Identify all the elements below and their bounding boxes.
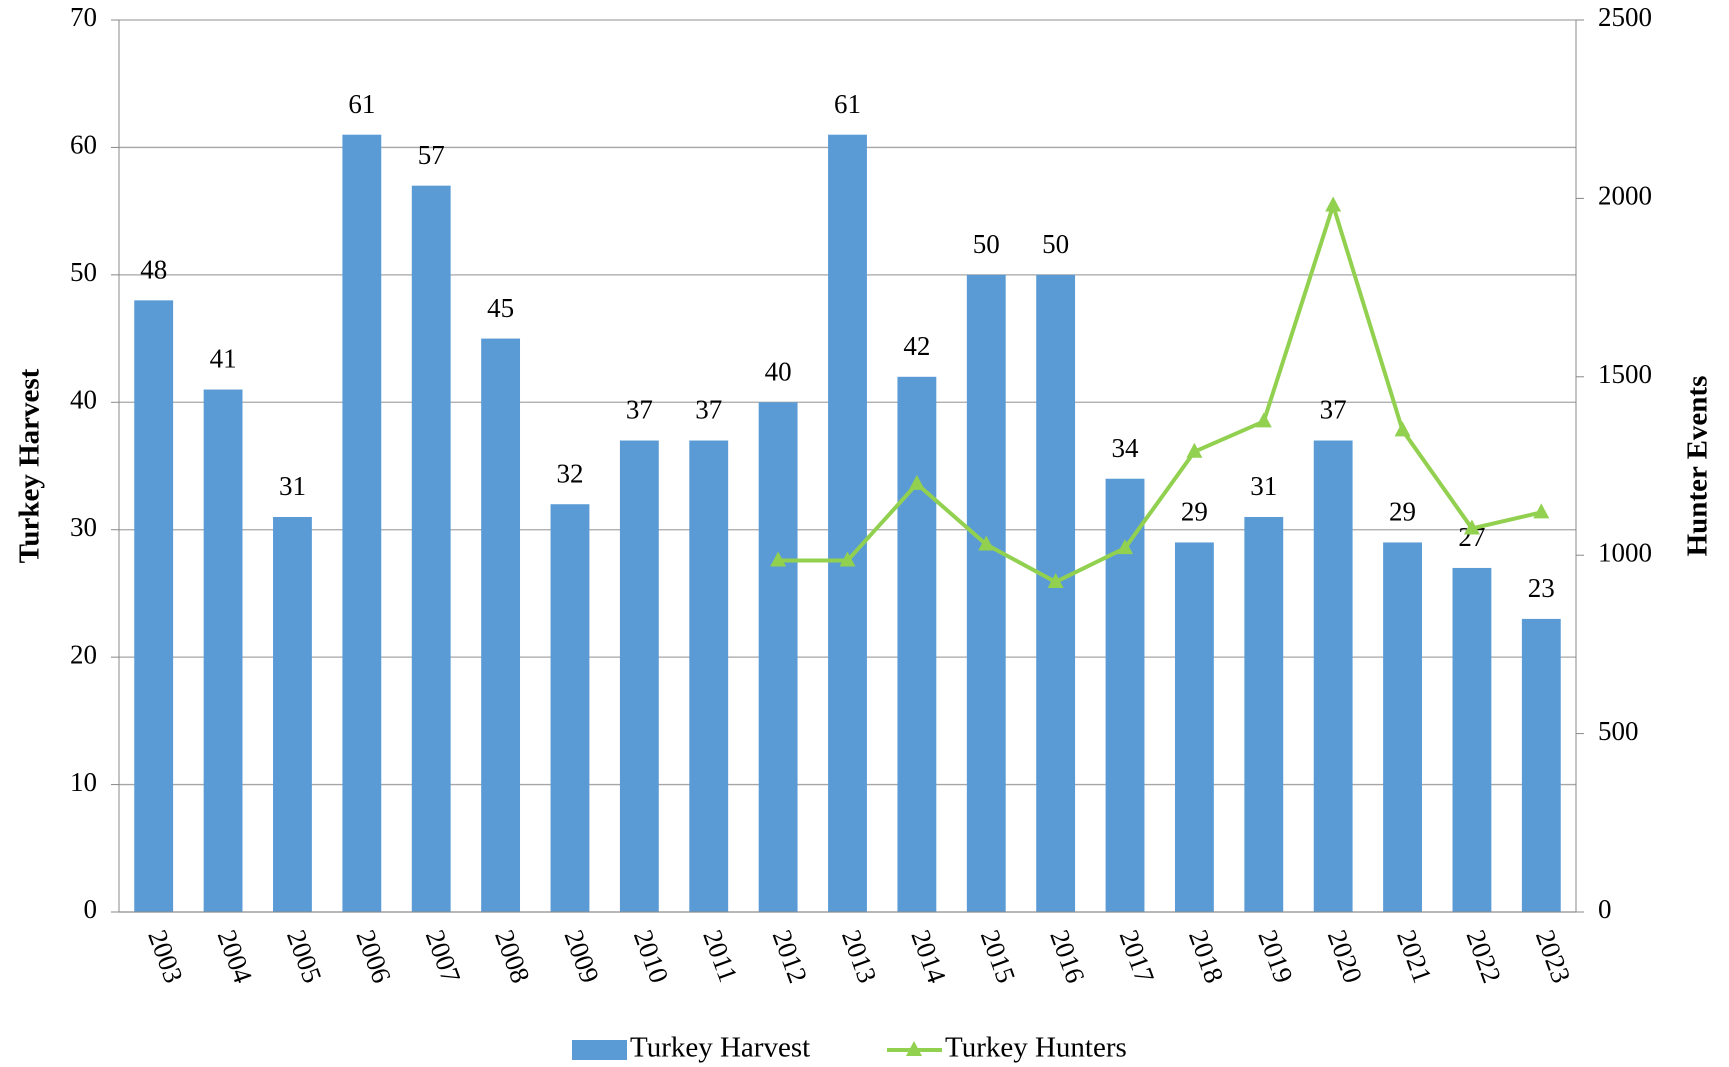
x-tick-label: 2021 xyxy=(1391,926,1438,987)
data-label: 41 xyxy=(210,344,237,374)
legend-label: Turkey Hunters xyxy=(945,1032,1127,1064)
marker xyxy=(1255,412,1272,428)
bar xyxy=(550,504,590,912)
marker xyxy=(1394,421,1411,437)
bar xyxy=(1521,618,1561,912)
x-tick-label: 2016 xyxy=(1044,926,1091,987)
x-tick-label: 2015 xyxy=(975,926,1022,987)
y-tick-label: 50 xyxy=(70,257,97,287)
data-label: 23 xyxy=(1528,573,1555,603)
bar xyxy=(1174,542,1214,912)
y2-tick-label: 1000 xyxy=(1598,537,1652,567)
x-tick-label: 2010 xyxy=(628,926,675,987)
data-label: 40 xyxy=(765,356,792,386)
y-tick-label: 30 xyxy=(70,512,97,542)
marker xyxy=(1533,503,1550,519)
data-label: 48 xyxy=(140,255,167,285)
x-tick-label: 2011 xyxy=(697,926,743,986)
bar xyxy=(1383,542,1422,912)
legend-swatch xyxy=(572,1040,627,1060)
x-tick-label: 2014 xyxy=(905,926,952,987)
y-tick-label: 70 xyxy=(70,2,97,32)
marker xyxy=(908,474,925,490)
x-tick-label: 2022 xyxy=(1460,926,1507,987)
data-label: 37 xyxy=(1320,395,1347,425)
bar xyxy=(203,389,243,912)
x-tick-label: 2005 xyxy=(281,926,328,987)
data-label: 31 xyxy=(279,471,306,501)
x-tick-label: 2003 xyxy=(142,926,189,987)
marker xyxy=(1047,572,1064,588)
bar xyxy=(1244,516,1284,912)
line xyxy=(778,198,1542,585)
x-tick-label: 2020 xyxy=(1322,926,1369,987)
data-label: 31 xyxy=(1250,471,1277,501)
marker xyxy=(839,551,856,567)
y-tick-label: 20 xyxy=(70,639,97,669)
data-label: 50 xyxy=(1042,229,1069,259)
y-tick-label: 10 xyxy=(70,767,97,797)
bar xyxy=(481,338,521,913)
x-tick-label: 2007 xyxy=(420,926,467,987)
y2-tick-label: 1500 xyxy=(1598,359,1652,389)
bar xyxy=(411,185,451,912)
bar xyxy=(273,516,312,912)
x-tick-label: 2018 xyxy=(1183,926,1230,987)
data-label: 34 xyxy=(1112,433,1140,463)
bar xyxy=(1313,440,1353,912)
legend-marker xyxy=(906,1041,922,1056)
marker xyxy=(1463,519,1480,535)
marker xyxy=(1186,442,1203,458)
data-label: 29 xyxy=(1389,497,1416,527)
data-label: 42 xyxy=(903,331,930,361)
y2-tick-label: 500 xyxy=(1598,716,1639,746)
x-tick-label: 2008 xyxy=(489,926,536,987)
marker xyxy=(1325,196,1342,212)
marker xyxy=(978,535,995,551)
marker xyxy=(770,551,787,567)
data-label: 61 xyxy=(834,89,861,119)
y2-tick-label: 2000 xyxy=(1598,181,1652,211)
x-tick-label: 2004 xyxy=(212,926,259,987)
y-tick-label: 60 xyxy=(70,130,97,160)
bar xyxy=(134,300,174,912)
y2-tick-label: 2500 xyxy=(1598,2,1652,32)
data-label: 37 xyxy=(626,395,653,425)
data-label: 61 xyxy=(348,89,375,119)
bar xyxy=(619,440,659,912)
x-tick-label: 2012 xyxy=(767,926,814,987)
data-label: 32 xyxy=(556,458,583,488)
bar xyxy=(966,274,1006,912)
data-label: 57 xyxy=(418,140,445,170)
marker xyxy=(1117,539,1134,555)
y-tick-label: 0 xyxy=(84,894,98,924)
x-tick-label: 2009 xyxy=(559,926,606,987)
y2-tick-label: 0 xyxy=(1598,894,1612,924)
bar xyxy=(758,402,798,912)
data-label: 29 xyxy=(1181,497,1208,527)
y-tick-label: 40 xyxy=(70,384,97,414)
data-label: 50 xyxy=(973,229,1000,259)
bar xyxy=(689,440,729,912)
x-tick-label: 2023 xyxy=(1530,926,1577,987)
x-tick-label: 2019 xyxy=(1252,926,1299,987)
data-label: 45 xyxy=(487,293,514,323)
bar xyxy=(1036,274,1076,912)
x-tick-label: 2013 xyxy=(836,926,883,987)
data-label: 37 xyxy=(695,395,722,425)
x-tick-label: 2017 xyxy=(1114,926,1161,987)
bar xyxy=(828,134,867,912)
x-tick-label: 2006 xyxy=(350,926,397,987)
y2-axis-title: Hunter Events xyxy=(1682,376,1714,557)
y-axis-title: Turkey Harvest xyxy=(14,368,46,563)
legend-label: Turkey Harvest xyxy=(630,1032,810,1064)
bar xyxy=(897,376,937,912)
bar xyxy=(1452,567,1492,912)
bar xyxy=(342,134,382,912)
